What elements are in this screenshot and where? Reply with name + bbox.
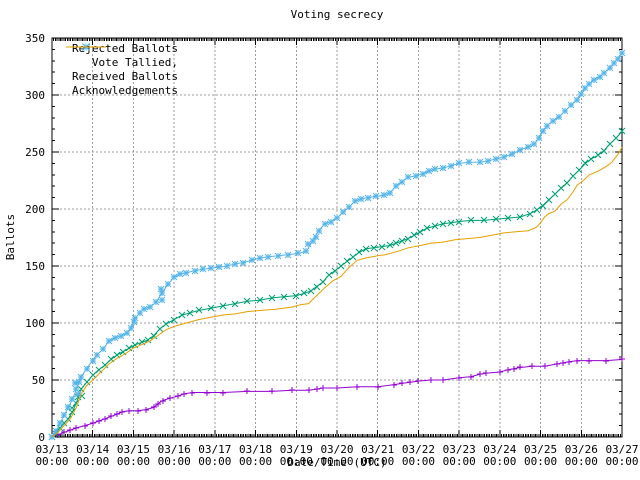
chart-title: Voting secrecy [290,8,384,21]
x-tick-date: 03/17 [198,443,231,456]
x-tick-date: 03/16 [158,443,191,456]
legend-label: Rejected Ballots [72,41,178,55]
plot-border [51,37,623,438]
x-tick-time: 00:00 [605,455,638,468]
y-axis-label: Ballots [4,213,17,261]
legend-label: Received Ballots [72,69,178,83]
x-tick-date: 03/21 [361,443,394,456]
legend-sample-none [66,46,106,48]
series-line [51,147,623,438]
x-tick-time: 00:00 [524,455,557,468]
x-tick-time: 00:00 [402,455,435,468]
series-markers [48,49,626,441]
x-tick-date: 03/15 [117,443,150,456]
x-axis-label: Date/Time (UTC) [287,456,387,469]
x-tick-date: 03/24 [483,443,516,456]
y-tick-label: 300 [25,89,45,102]
x-tick-time: 00:00 [239,455,272,468]
x-tick-time: 00:00 [198,455,231,468]
x-tick-date: 03/13 [35,443,68,456]
y-tick-label: 350 [25,32,45,45]
legend: Rejected Ballots Vote Tallied, Received Ba… [56,41,178,97]
minor-ticks [52,38,622,437]
x-tick-date: 03/20 [320,443,353,456]
y-tick-label: 100 [25,317,45,330]
x-tick-time: 00:00 [35,455,68,468]
x-tick-date: 03/18 [239,443,272,456]
x-tick-labels: 03/1300:0003/1400:0003/1500:0003/1600:00… [35,443,638,468]
y-tick-label: 250 [25,146,45,159]
x-tick-time: 00:00 [76,455,109,468]
x-tick-time: 00:00 [565,455,598,468]
x-tick-date: 03/23 [443,443,476,456]
x-tick-time: 00:00 [158,455,191,468]
y-tick-label: 200 [25,203,45,216]
y-tick-labels: 0 50 100 150 200 250 300 350 [25,32,45,444]
x-tick-date: 03/25 [524,443,557,456]
legend-item-acknowledgements: Acknowledgements [56,46,178,97]
y-tick-label: 0 [38,431,45,444]
legend-item-vote-tallied: Vote Tallied, [56,43,178,69]
grid-lines [52,38,622,437]
x-tick-time: 00:00 [280,455,313,468]
legend-item-rejected-ballots: Rejected Ballots [56,41,178,55]
x-tick-time: 00:00 [483,455,516,468]
major-ticks [51,37,623,438]
x-tick-time: 00:00 [117,455,150,468]
x-tick-date: 03/27 [605,443,638,456]
x-tick-date: 03/14 [76,443,109,456]
y-tick-label: 150 [25,260,45,273]
x-tick-time: 00:00 [361,455,394,468]
y-tick-label: 50 [32,374,45,387]
x-tick-time: 00:00 [320,455,353,468]
x-tick-date: 03/26 [565,443,598,456]
legend-label: Acknowledgements [72,83,178,97]
legend-item-received-ballots: Received Ballots [56,43,178,83]
legend-label: Vote Tallied, [91,55,178,69]
x-tick-time: 00:00 [443,455,476,468]
x-tick-date: 03/22 [402,443,435,456]
x-tick-date: 03/19 [280,443,313,456]
